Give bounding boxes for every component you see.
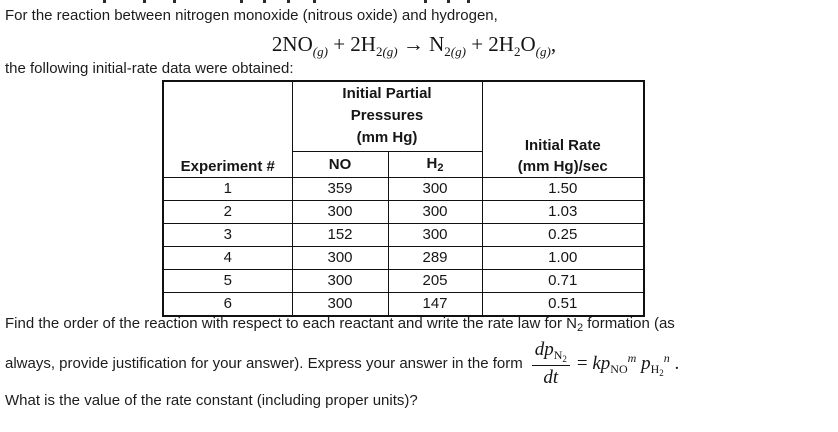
formula-token: 2 (513, 44, 521, 59)
no-pressure-cell: 300 (291, 245, 389, 270)
group-header-line-1: Initial Partial (342, 85, 432, 103)
fraction-numerator: dpN2 (532, 339, 570, 365)
rate-cell: 0.51 (481, 291, 645, 316)
no-header-label: NO (328, 155, 352, 173)
rate-law-rhs: = kpNOm pH2 n . (577, 351, 679, 378)
rate-cell: 1.00 (481, 245, 645, 270)
intro-line-1: For the reaction between nitrogen monoxi… (5, 7, 498, 24)
rate-law-fraction: dpN2 dt (531, 339, 570, 389)
no-pressure-cell: 152 (291, 222, 389, 247)
formula-token: 2 (375, 44, 383, 59)
formula-token: NO (610, 361, 628, 376)
formula-token: p (636, 352, 651, 374)
experiment-cell: 1 (162, 176, 293, 201)
clipped-text-fragment (0, 0, 838, 4)
formula-token: 2NO (271, 32, 313, 56)
formula-token: (g) (535, 44, 551, 59)
pressures-group-header-cell: Initial Partial Pressures (mm Hg) (291, 80, 483, 152)
rate-header-line-2: (mm Hg)/sec (517, 157, 608, 175)
formula-token: H (650, 361, 660, 376)
table-header-row-2: NO H2 (163, 150, 644, 178)
h2-pressure-cell: 147 (387, 291, 483, 316)
formula-token: N (553, 348, 563, 362)
rate-cell: 1.03 (481, 199, 645, 224)
experiment-cell: 3 (162, 222, 293, 247)
formula-token: + 2H (327, 32, 376, 56)
find-line-text: Find the order of the reaction with resp… (5, 315, 577, 332)
rate-cell: 1.50 (481, 176, 645, 201)
table-row: 3 152 300 0.25 (162, 222, 645, 247)
no-pressure-cell: 300 (291, 199, 389, 224)
experiment-cell: 6 (162, 291, 293, 316)
experiment-cell: 2 (162, 199, 293, 224)
fraction-denominator: dt (531, 365, 570, 389)
h2-header-label: H (426, 154, 438, 172)
experiment-cell: 4 (162, 245, 293, 270)
h2-header-cell: H2 (387, 150, 483, 178)
table-row: 4 300 289 1.00 (162, 245, 645, 270)
formula-token: m (627, 350, 637, 365)
no-header-cell: NO (291, 150, 389, 178)
rate-cell: 0.71 (481, 268, 645, 293)
rate-header-line-1: Initial Rate (524, 136, 601, 154)
n2-subscript: 2 (576, 322, 584, 334)
intro-line-2: the following initial-rate data were obt… (5, 60, 294, 77)
h2-pressure-cell: 300 (387, 222, 483, 247)
formula-token: (g) (312, 44, 328, 59)
question-find-line: Find the order of the reaction with resp… (5, 314, 675, 338)
formula-token: → N (397, 32, 445, 56)
formula-token: n (663, 350, 670, 365)
chemical-equation: 2NO(g) + 2H2(g) → N2(g) + 2H2O(g), (0, 27, 828, 69)
experiment-cell: 5 (162, 268, 293, 293)
formula-token: (g) (450, 44, 466, 59)
no-pressure-cell: 300 (291, 291, 389, 316)
formula-token: . (669, 352, 680, 374)
group-header-line-2: Pressures (350, 107, 424, 125)
h2-pressure-cell: 300 (387, 176, 483, 201)
h2-pressure-cell: 300 (387, 199, 483, 224)
formula-token: dp (534, 339, 554, 360)
table-row: 2 300 300 1.03 (162, 199, 645, 224)
experiment-header-label: Experiment # (180, 157, 275, 175)
h2-header-subscript: 2 (437, 161, 444, 174)
rate-cell: 0.25 (481, 222, 645, 247)
h2-pressure-cell: 289 (387, 245, 483, 270)
table-row: 6 300 147 0.51 (162, 291, 645, 316)
formula-token: 2 (562, 354, 567, 364)
table-header-row-1: Experiment # Initial Partial Pressures (… (162, 80, 645, 178)
always-line-text: always, provide justification for your a… (5, 355, 523, 372)
question-rate-constant-line: What is the value of the rate constant (… (5, 392, 418, 409)
formula-token: , (550, 32, 557, 56)
no-pressure-cell: 300 (291, 268, 389, 293)
formula-token: (g) (382, 44, 398, 59)
rate-data-table: Experiment # Initial Partial Pressures (… (162, 80, 646, 317)
group-header-line-3: (mm Hg) (356, 129, 418, 147)
rate-header-cell: Initial Rate (mm Hg)/sec (481, 80, 645, 178)
formula-token: dt (543, 367, 559, 388)
formula-token: = (576, 352, 593, 374)
formula-token: kp (592, 352, 611, 374)
question-always-line: always, provide justification for your a… (5, 334, 679, 394)
no-pressure-cell: 359 (291, 176, 389, 201)
formula-token: 2 (659, 367, 664, 378)
formula-token: 2 (444, 44, 451, 59)
find-line-text-end: formation (as (583, 315, 675, 332)
h2-pressure-cell: 205 (387, 268, 483, 293)
table-row: 5 300 205 0.71 (162, 268, 645, 293)
table-row: 1 359 300 1.50 (162, 176, 645, 201)
formula-token: + 2H (465, 32, 514, 56)
formula-token: O (520, 32, 536, 56)
experiment-header-cell: Experiment # (162, 80, 293, 178)
